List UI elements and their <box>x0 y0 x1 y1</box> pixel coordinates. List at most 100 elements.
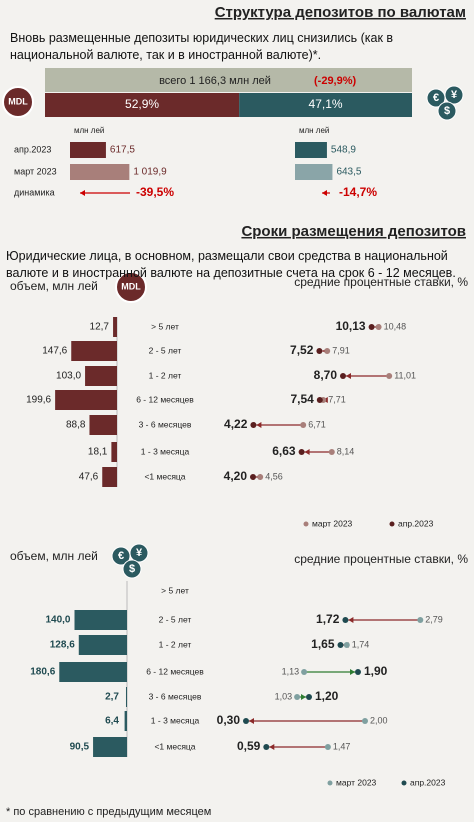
value-label: 128,6 <box>50 640 75 651</box>
april-dot <box>263 744 270 750</box>
svg-text:$: $ <box>129 563 135 575</box>
value-label: 180,6 <box>30 667 55 678</box>
row-label: апр.2023 <box>14 144 51 154</box>
april-dot <box>298 449 305 455</box>
april-dot <box>250 422 257 428</box>
april-dot <box>342 617 349 623</box>
april-label: 4,22 <box>224 417 248 431</box>
share-bar <box>45 93 240 117</box>
bar <box>71 341 117 361</box>
march-label: 1,13 <box>282 666 300 676</box>
march-label: 2,00 <box>370 715 388 725</box>
april-dot <box>306 694 312 700</box>
unit-label: млн лей <box>299 126 329 135</box>
april-dot <box>368 324 375 330</box>
section-title: Сроки размещения депозитов <box>241 223 466 240</box>
bar <box>78 635 127 655</box>
svg-text:¥: ¥ <box>136 547 143 559</box>
april-label: 10,13 <box>336 319 366 333</box>
mdl-icon-text: MDL <box>8 96 28 106</box>
footnote: * по сравнению с предыдущим месяцем <box>6 806 211 818</box>
april-label: 7,52 <box>290 343 314 357</box>
mdl-icon-text: MDL <box>121 281 141 291</box>
march-dot <box>386 373 393 379</box>
bar <box>124 711 127 731</box>
category-label: 2 - 5 лет <box>159 614 192 624</box>
category-label: > 5 лет <box>161 585 189 595</box>
april-label: 6,63 <box>272 444 296 458</box>
value-label: 18,1 <box>88 447 108 458</box>
category-label: 6 - 12 месяцев <box>136 394 194 404</box>
april-dot <box>337 642 344 648</box>
bar <box>93 737 127 757</box>
march-label: 1,03 <box>275 691 293 701</box>
arrow-head <box>249 718 254 724</box>
share-label: 52,9% <box>125 97 159 111</box>
mdl-icon <box>2 86 34 118</box>
arrow-head <box>348 617 354 623</box>
april-label: 1,90 <box>364 664 388 678</box>
row-label: март 2023 <box>14 166 57 176</box>
march-label: 8,14 <box>337 446 355 456</box>
category-label: 6 - 12 месяцев <box>146 666 204 676</box>
share-label: 47,1% <box>309 97 343 111</box>
march-label: 7,91 <box>332 345 350 355</box>
category-label: 1 - 3 месяца <box>141 446 190 456</box>
march-label: 6,71 <box>308 419 326 429</box>
march-label: 2,79 <box>425 614 443 624</box>
svg-text:€: € <box>433 92 439 104</box>
april-label: 7,54 <box>290 392 314 406</box>
total-label: всего 1 166,3 млн лей <box>159 75 271 87</box>
change-label: -39,5% <box>136 185 174 199</box>
april-dot <box>250 474 256 480</box>
march-dot <box>324 348 331 354</box>
value-label: 140,0 <box>45 615 70 626</box>
bar <box>70 164 130 180</box>
arrow-head <box>350 669 355 675</box>
march-dot <box>257 474 264 480</box>
value-label: 90,5 <box>70 742 90 753</box>
march-dot <box>324 744 331 750</box>
arrow-head <box>346 373 351 379</box>
value-label: 199,6 <box>26 395 51 406</box>
currency-icon: € ¥ $ <box>426 85 464 121</box>
arrow-head <box>322 190 327 196</box>
bar <box>295 142 327 158</box>
volume-label: объем, млн лей <box>10 279 98 293</box>
currency-icon: € ¥ $ <box>111 543 149 579</box>
arrow-head <box>269 744 275 750</box>
april-dot <box>316 397 323 403</box>
value-label: 2,7 <box>105 692 119 703</box>
april-label: 1,65 <box>311 637 335 651</box>
change-label: -14,7% <box>339 185 377 199</box>
march-dot <box>300 422 307 428</box>
march-label: 1,74 <box>352 639 370 649</box>
march-label: 11,01 <box>394 370 416 380</box>
category-label: 1 - 2 лет <box>159 639 192 649</box>
volume-label: объем, млн лей <box>10 549 98 563</box>
april-label: 1,72 <box>316 612 340 626</box>
april-label: 8,70 <box>314 368 338 382</box>
value-label: 6,4 <box>105 716 119 727</box>
value-label: 617,5 <box>110 145 135 156</box>
rates-label: средние процентные ставки, % <box>294 552 468 566</box>
category-label: 3 - 6 месяцев <box>139 419 192 429</box>
share-bar <box>239 93 412 117</box>
march-dot <box>343 642 350 648</box>
category-label: 1 - 2 лет <box>149 370 182 380</box>
arrow-head <box>301 694 306 700</box>
april-dot <box>355 669 361 675</box>
svg-text:¥: ¥ <box>451 89 458 101</box>
march-label: 7,71 <box>328 394 346 404</box>
mdl-icon <box>115 271 147 303</box>
unit-label: млн лей <box>74 126 104 135</box>
legend-label: март 2023 <box>312 518 353 528</box>
bar <box>113 317 117 337</box>
april-dot <box>340 373 346 379</box>
category-label: 2 - 5 лет <box>149 345 182 355</box>
value-label: 147,6 <box>42 346 67 357</box>
march-dot <box>362 718 368 724</box>
april-label: 4,20 <box>224 469 248 483</box>
march-label: 10,48 <box>384 321 407 331</box>
bar <box>59 662 127 682</box>
